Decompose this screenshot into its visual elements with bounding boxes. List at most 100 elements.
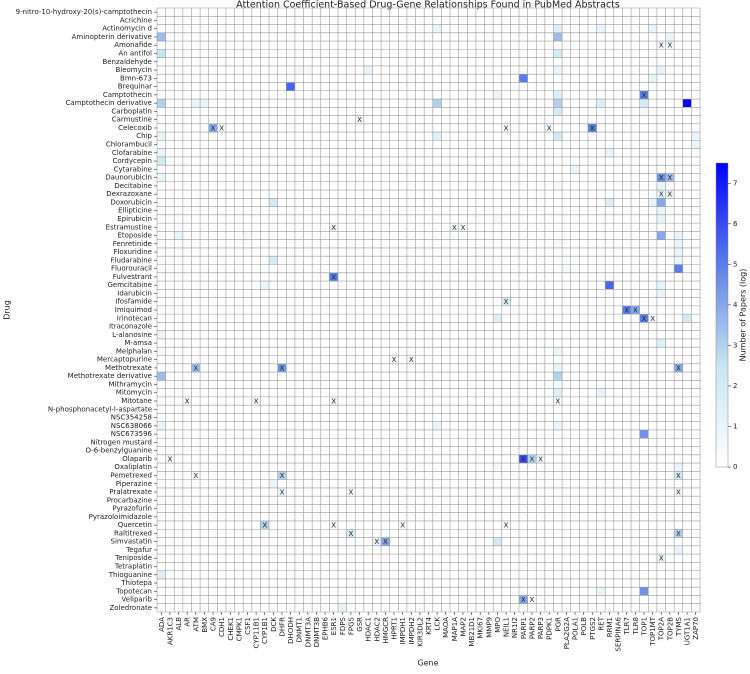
y-tick-label: Chip (136, 132, 152, 140)
y-tick-label: Fluorouracil (111, 265, 152, 273)
heatmap-cell (269, 198, 278, 207)
y-tick-label: Cordycepin (113, 157, 153, 165)
heatmap-cell (329, 272, 338, 282)
cell-annotation: X (538, 455, 543, 463)
heatmap-cell (243, 231, 252, 240)
y-tick-label: Mithramycin (108, 380, 152, 388)
x-tick-label: CHEK1 (227, 617, 235, 641)
heatmap-cell (527, 454, 537, 464)
y-tick-label: Olaparib (122, 455, 152, 463)
y-tick-label: Benzaldehyde (102, 58, 152, 66)
cell-annotation: X (331, 398, 336, 406)
y-tick-label: Tegafur (125, 546, 152, 554)
y-tick-label: NSC354258 (111, 414, 152, 422)
cell-annotation: X (676, 489, 681, 497)
heatmap-cell (562, 264, 571, 273)
heatmap-cell (656, 281, 666, 290)
heatmap-cell (450, 223, 459, 232)
cell-annotation: X (633, 307, 638, 315)
cell-annotation: X (349, 530, 354, 538)
y-tick-label: Ellipticine (118, 207, 152, 215)
y-tick-label: Methotrexate derivative (68, 372, 152, 380)
heatmap-cell (363, 65, 373, 75)
heatmap-cell (157, 49, 166, 58)
x-tick-label: ALB (175, 617, 183, 631)
cell-annotation: X (280, 364, 285, 372)
cell-annotation: X (590, 124, 595, 132)
heatmap-cell (639, 90, 649, 100)
heatmap-cell (605, 148, 614, 157)
x-tick-label: TOP1 (640, 617, 648, 636)
x-tick-label: ATM (192, 617, 200, 632)
heatmap-cell (570, 165, 580, 174)
x-tick-label: DHFR (278, 617, 286, 637)
y-tick-label: Simvastatin (111, 538, 152, 546)
heatmap-cell (269, 479, 278, 488)
heatmap-cell (596, 99, 606, 108)
heatmap-cell (605, 281, 614, 290)
heatmap-cell (277, 363, 287, 373)
cell-annotation: X (331, 273, 336, 281)
heatmap-cell (519, 595, 528, 604)
x-tick-label: ZAP70 (692, 617, 700, 640)
heatmap-cell (648, 24, 657, 33)
cell-annotation: X (452, 224, 457, 232)
y-tick-label: Mitotane (121, 397, 152, 405)
heatmap-cell (157, 156, 166, 166)
colorbar-tick-label: 7 (733, 179, 737, 187)
cell-annotation: X (331, 224, 336, 232)
heatmap-cell (355, 115, 364, 124)
heatmap-cell (200, 99, 209, 108)
heatmap-cell (674, 363, 683, 373)
heatmap-cell (596, 24, 606, 33)
heatmap-cell (631, 305, 640, 315)
x-tick-label: RRM1 (606, 617, 614, 637)
cell-annotation: X (504, 124, 509, 132)
x-tick-label: MMP9 (485, 617, 493, 638)
heatmap-cell (329, 223, 338, 232)
heatmap-cell (674, 545, 683, 555)
heatmap-cell (157, 99, 166, 108)
x-tick-label: PGR (554, 617, 562, 632)
x-tick-label: ESR1 (330, 617, 338, 635)
y-tick-label: Cytarabine (114, 165, 152, 173)
heatmap-cell (596, 388, 606, 397)
y-tick-label: An antifol (118, 50, 152, 58)
heatmap-cell (674, 247, 683, 257)
x-tick-label: MPO (494, 617, 502, 633)
cell-annotation: X (383, 538, 388, 546)
heatmap-cell (519, 454, 528, 464)
heatmap-cell (191, 99, 201, 108)
heatmap-cell (553, 388, 563, 397)
x-tick-label: KRT4 (425, 616, 433, 634)
heatmap-cell (432, 99, 442, 108)
y-tick-label: Raltitrexed (114, 529, 152, 537)
cell-annotation: X (392, 356, 397, 364)
y-tick-label: Celecoxib (118, 124, 152, 132)
y-tick-label: Fulvestrant (113, 273, 152, 281)
heatmap-cell (182, 396, 192, 406)
x-tick-label: PARP3 (537, 617, 545, 639)
y-tick-label: Epirubicin (117, 215, 152, 223)
heatmap-cell (682, 314, 692, 323)
heatmap-cell (674, 264, 683, 273)
y-tick-label: Carboplatin (111, 107, 152, 115)
y-tick-label: Decitabine (114, 182, 152, 190)
heatmap-cell (157, 173, 166, 182)
cell-annotation: X (667, 191, 672, 199)
y-tick-label: Topotecan (115, 587, 152, 595)
heatmap-cell (674, 487, 683, 497)
x-tick-label: FDPS (339, 616, 347, 635)
heatmap-cell (277, 487, 287, 497)
heatmap-cell (553, 65, 563, 75)
y-tick-label: Clofarabine (112, 149, 152, 157)
y-tick-label: Fenretinide (113, 240, 152, 248)
heatmap-cell (605, 198, 614, 207)
x-tick-label: TOP2A (658, 617, 666, 641)
heatmap-cell (406, 355, 416, 364)
heatmap-cell (674, 529, 683, 538)
y-tick-label: Mitomycin (116, 389, 152, 397)
x-tick-label: PDPK1 (546, 617, 554, 640)
heatmap-cell (665, 41, 675, 50)
